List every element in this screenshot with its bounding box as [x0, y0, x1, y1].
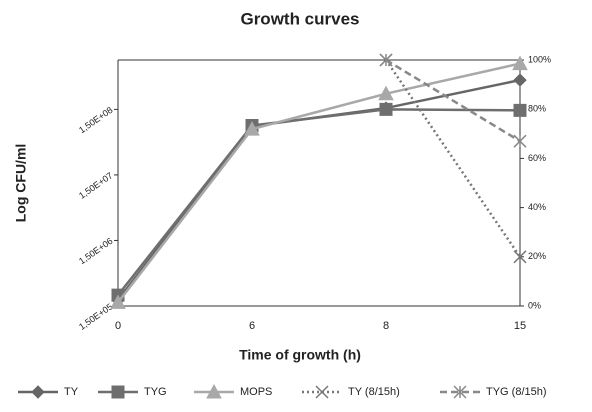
series-line [117, 62, 521, 304]
chart-title: Growth curves [240, 9, 359, 28]
data-point [512, 55, 528, 71]
legend-label: TY [64, 386, 79, 398]
series-line [384, 59, 522, 258]
y-axis-title: Log CFU/ml [13, 144, 29, 223]
y2-tick-label: 60% [528, 153, 546, 163]
legend-label: MOPS [240, 386, 272, 398]
x-tick-label: 8 [383, 320, 389, 332]
y2-tick-label: 20% [528, 251, 546, 261]
y2-tick-label: 80% [528, 104, 546, 114]
x-axis-title: Time of growth (h) [239, 347, 361, 363]
y-tick-label: 1,50E+08 [77, 105, 115, 135]
y2-tick-label: 0% [528, 300, 541, 310]
legend-marker [315, 385, 329, 399]
data-point [513, 134, 527, 148]
data-point [513, 250, 527, 264]
y2-tick-label: 40% [528, 202, 546, 212]
data-point [378, 85, 394, 101]
data-point [379, 102, 393, 116]
x-tick-label: 6 [249, 320, 255, 332]
y2-tick-label: 100% [528, 54, 551, 64]
y-tick-label: 1,50E+05 [77, 301, 115, 331]
legend-marker [31, 385, 45, 399]
series-line [117, 78, 521, 301]
data-point [379, 53, 393, 67]
data-point [513, 73, 527, 87]
legend-marker [453, 385, 467, 399]
y-tick-label: 1,50E+06 [77, 236, 115, 266]
data-point [513, 103, 527, 117]
x-tick-label: 15 [514, 320, 526, 332]
legend-label: TYG (8/15h) [486, 386, 547, 398]
series-line [385, 58, 521, 143]
legend-label: TY (8/15h) [348, 386, 400, 398]
data-point [244, 121, 260, 136]
legend-marker [206, 383, 222, 399]
data-point [110, 294, 126, 309]
series-line [117, 108, 521, 296]
x-tick-label: 0 [115, 320, 121, 332]
legend-marker [111, 385, 125, 399]
y-tick-label: 1,50E+07 [77, 170, 115, 200]
legend-label: TYG [144, 386, 167, 398]
